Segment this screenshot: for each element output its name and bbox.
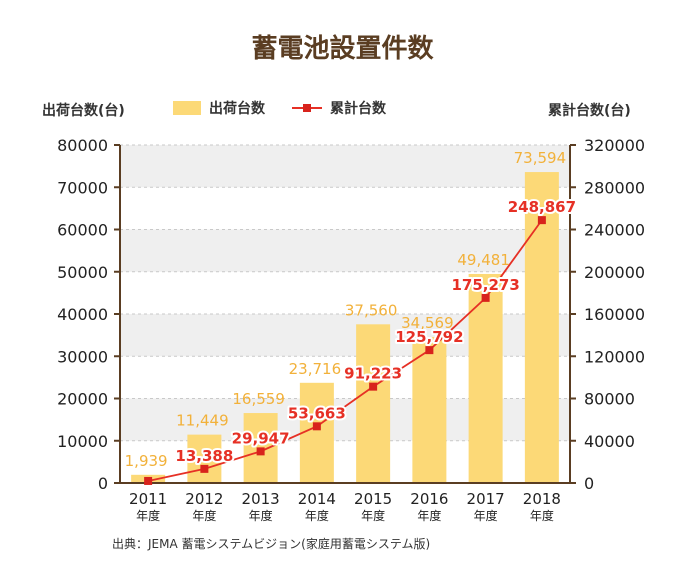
chart-title: 蓄電池設置件数 <box>251 34 434 64</box>
x-tick-suffix: 年度 <box>192 508 216 523</box>
line-point <box>200 464 209 473</box>
bar-value-label: 34,569 <box>401 314 454 332</box>
y-left-tick-label: 0 <box>98 474 108 493</box>
y-right-tick-label: 280000 <box>584 178 645 197</box>
line-value-label: 91,223 <box>344 365 402 383</box>
x-tick-suffix: 年度 <box>530 508 554 523</box>
y-right-tick-label: 80000 <box>584 390 635 409</box>
bar-value-label: 49,481 <box>457 251 510 269</box>
line-value-label-halo: 248,867 <box>508 198 576 216</box>
bar <box>412 336 447 483</box>
legend-label-shipments: 出荷台数 <box>209 101 265 117</box>
y-axis-left-label: 出荷台数(台) <box>42 103 125 119</box>
x-tick-suffix: 年度 <box>249 508 273 523</box>
legend-swatch-bar <box>173 101 201 115</box>
bar-value-label: 16,559 <box>232 390 285 408</box>
y-right-tick-label: 0 <box>584 474 594 493</box>
line-value-label-halo: 29,947 <box>232 429 290 447</box>
bar-value-label: 37,560 <box>345 301 398 319</box>
line-value-label-halo: 13,388 <box>175 447 233 465</box>
y-left-tick-label: 80000 <box>57 136 108 155</box>
bar <box>468 273 503 483</box>
line-value-label: 125,792 <box>395 328 463 346</box>
line-value-label: 29,947 <box>232 429 290 447</box>
x-tick-label: 2011 <box>129 490 167 508</box>
y-axis-right-label: 累計台数(台) <box>548 103 631 119</box>
x-tick-suffix: 年度 <box>136 508 160 523</box>
bar <box>187 434 222 483</box>
line-value-label-halo: 53,663 <box>288 404 346 422</box>
y-right-tick-label: 40000 <box>584 432 635 451</box>
x-tick-suffix: 年度 <box>361 508 385 523</box>
source-note: 出典：JEMA 蓄電システムビジョン(家庭用蓄電システム版) <box>112 537 431 551</box>
y-left-tick-label: 20000 <box>57 390 108 409</box>
bar <box>299 382 334 483</box>
line-value-label: 175,273 <box>451 276 519 294</box>
y-right-tick-label: 200000 <box>584 263 645 282</box>
bar <box>356 324 391 483</box>
bar-value-label: 1,939 <box>125 452 168 470</box>
y-left-tick-label: 70000 <box>57 178 108 197</box>
line-value-label-halo: 91,223 <box>344 365 402 383</box>
x-tick-suffix: 年度 <box>417 508 441 523</box>
x-tick-label: 2016 <box>410 490 448 508</box>
legend-item-shipments: 出荷台数 <box>173 98 265 118</box>
x-tick-label: 2012 <box>185 490 223 508</box>
legend-label-cumulative: 累計台数 <box>330 101 386 117</box>
line-point <box>425 346 434 355</box>
line-point <box>312 422 321 431</box>
line-point <box>537 216 546 225</box>
x-tick-suffix: 年度 <box>474 508 498 523</box>
x-tick-label: 2013 <box>242 490 280 508</box>
x-tick-label: 2014 <box>298 490 336 508</box>
y-left-tick-label: 10000 <box>57 432 108 451</box>
series-line-cumulative <box>147 219 543 482</box>
line-point <box>369 382 378 391</box>
y-left-tick-label: 40000 <box>57 305 108 324</box>
line-point <box>144 476 153 485</box>
line-value-label: 13,388 <box>175 447 233 465</box>
y-right-tick-label: 160000 <box>584 305 645 324</box>
y-left-tick-label: 30000 <box>57 347 108 366</box>
y-right-tick-label: 240000 <box>584 221 645 240</box>
line-value-label-halo: 175,273 <box>451 276 519 294</box>
grid-band <box>120 229 570 272</box>
x-tick-label: 2015 <box>354 490 392 508</box>
bar-value-label: 73,594 <box>514 149 567 167</box>
line-value-label: 248,867 <box>508 198 576 216</box>
y-left-tick-label: 60000 <box>57 221 108 240</box>
line-point <box>256 447 265 456</box>
line-point <box>481 293 490 302</box>
line-value-label-halo: 125,792 <box>395 328 463 346</box>
bar-value-label: 11,449 <box>176 412 229 430</box>
y-left-tick-label: 50000 <box>57 263 108 282</box>
y-right-tick-label: 320000 <box>584 136 645 155</box>
line-value-label: 53,663 <box>288 404 346 422</box>
legend-item-cumulative: 累計台数 <box>292 98 386 118</box>
legend-swatch-line <box>292 101 322 115</box>
bar-value-label: 23,716 <box>289 360 342 378</box>
x-tick-suffix: 年度 <box>305 508 329 523</box>
grid-band <box>120 145 570 188</box>
y-right-tick-label: 120000 <box>584 347 645 366</box>
x-tick-label: 2018 <box>523 490 561 508</box>
x-tick-label: 2017 <box>467 490 505 508</box>
